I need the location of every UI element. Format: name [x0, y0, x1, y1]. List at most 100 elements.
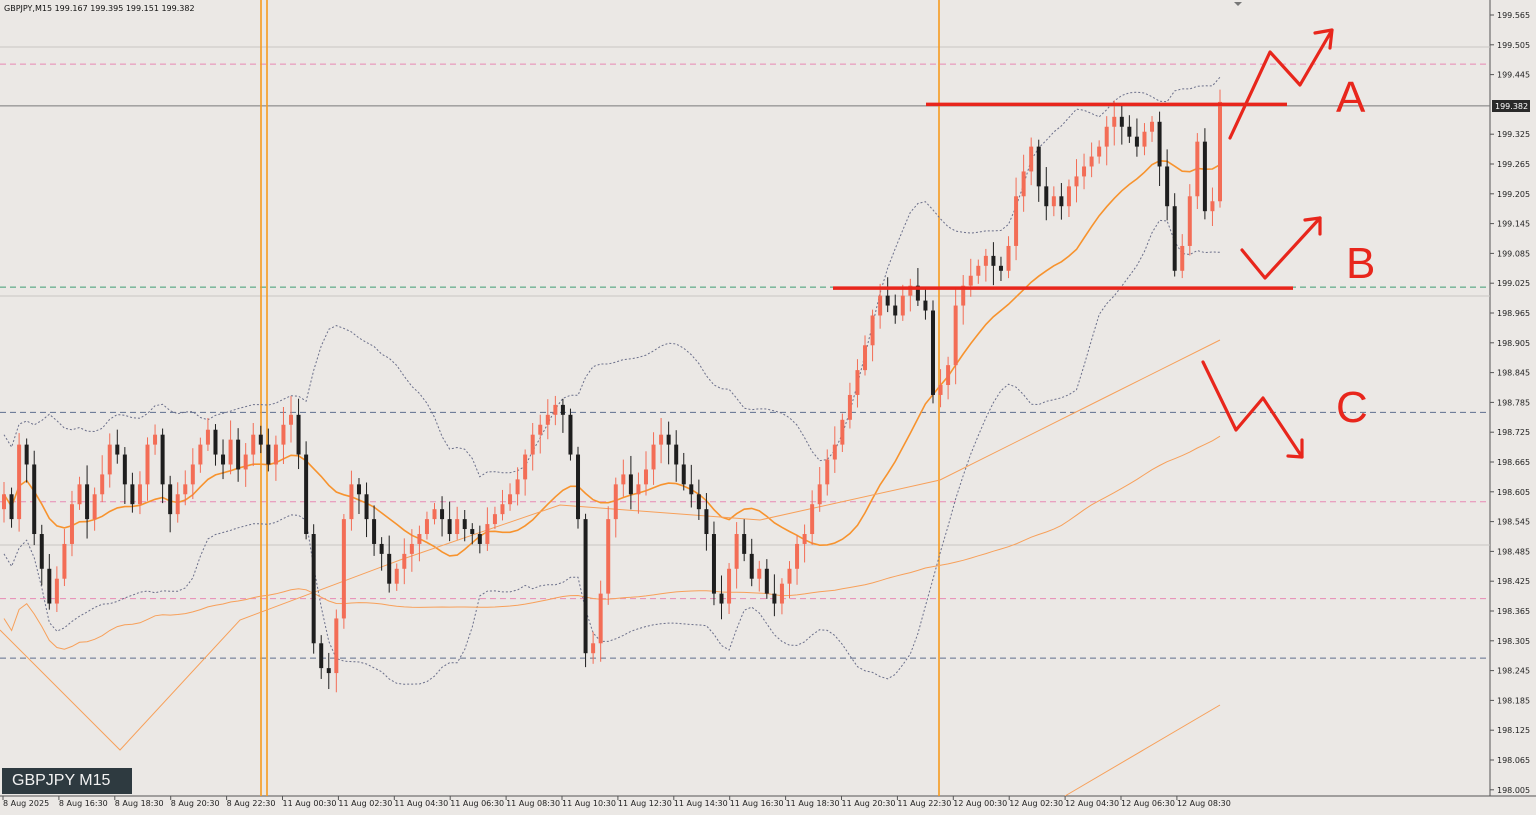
- candle: [583, 513, 588, 668]
- candle-body: [273, 444, 278, 465]
- time-tick-label: 11 Aug 10:30: [562, 799, 616, 808]
- candle: [47, 554, 52, 610]
- candle: [92, 487, 97, 531]
- candle-body: [961, 285, 966, 306]
- candle-body: [976, 265, 981, 276]
- price-tick-label: 198.485: [1497, 547, 1530, 556]
- candle-body: [470, 529, 475, 535]
- candle-body: [356, 484, 361, 495]
- candle-body: [938, 385, 943, 395]
- candle: [749, 538, 754, 587]
- candle: [727, 563, 732, 615]
- candle: [825, 449, 830, 496]
- candle-body: [2, 494, 6, 510]
- candle-body: [69, 504, 74, 544]
- candle: [39, 524, 44, 586]
- current-price-box: [1492, 100, 1530, 112]
- candle-body: [54, 578, 59, 604]
- candle-body: [779, 583, 784, 604]
- candle: [598, 580, 603, 662]
- candle-body: [1044, 186, 1049, 207]
- candle-body: [251, 434, 256, 455]
- candle-body: [1021, 171, 1026, 197]
- candle: [1051, 186, 1056, 217]
- candle-body: [349, 484, 354, 520]
- bollinger-bands: [3, 76, 1221, 685]
- candle-body: [681, 464, 686, 485]
- candle: [908, 278, 913, 312]
- candle-body: [568, 414, 573, 455]
- candle: [1134, 118, 1139, 157]
- candle-body: [115, 444, 120, 455]
- candle: [1014, 177, 1019, 261]
- candle: [379, 537, 384, 571]
- candle-body: [998, 265, 1003, 271]
- candle-body: [447, 519, 452, 535]
- candle: [976, 259, 981, 284]
- price-tick-label: 198.905: [1497, 339, 1530, 348]
- candle-body: [432, 509, 437, 520]
- candle-body: [530, 434, 535, 455]
- candle-body: [100, 474, 105, 495]
- candle: [855, 359, 860, 408]
- candle-body: [591, 643, 596, 654]
- price-tick-label: 199.205: [1497, 190, 1530, 199]
- candle: [704, 493, 709, 551]
- time-tick-label: 11 Aug 14:30: [674, 799, 728, 808]
- candle: [1180, 234, 1185, 279]
- candle-body: [515, 479, 520, 495]
- price-tick-label: 198.425: [1497, 577, 1530, 586]
- candle-body: [1180, 245, 1185, 271]
- candle: [636, 472, 641, 514]
- candle: [1097, 140, 1102, 164]
- candle: [236, 428, 241, 482]
- price-tick-label: 198.125: [1497, 726, 1530, 735]
- candle: [281, 406, 286, 465]
- candle: [930, 300, 935, 404]
- candle-body: [417, 534, 422, 544]
- candle: [523, 449, 528, 496]
- candle: [795, 535, 800, 585]
- candle-body: [266, 444, 271, 465]
- candle-body: [319, 643, 324, 669]
- price-tick-label: 198.065: [1497, 756, 1530, 765]
- candle: [1006, 236, 1011, 279]
- candle-body: [304, 454, 309, 535]
- candle-body: [696, 494, 701, 510]
- candle: [1187, 184, 1192, 256]
- time-tick-label: 11 Aug 22:30: [897, 799, 951, 808]
- candle-body: [1195, 141, 1200, 197]
- arrow-scenario-a: [1228, 28, 1334, 140]
- candle: [772, 574, 777, 617]
- candle: [289, 396, 294, 443]
- price-tick-label: 199.085: [1497, 249, 1530, 258]
- candle: [168, 475, 173, 533]
- candle-body: [643, 469, 648, 485]
- candle: [9, 487, 14, 528]
- candle: [1157, 111, 1162, 187]
- candle-body: [1127, 126, 1132, 137]
- candle: [394, 563, 399, 591]
- candle-body: [1014, 196, 1019, 246]
- candle: [689, 464, 694, 508]
- candle-body: [704, 509, 709, 535]
- candle-body: [1059, 196, 1064, 207]
- candle: [560, 398, 565, 433]
- time-tick-label: 8 Aug 18:30: [115, 799, 164, 808]
- candle-body: [1172, 206, 1177, 271]
- candle: [417, 525, 422, 562]
- candle: [447, 501, 452, 542]
- candle: [251, 423, 256, 467]
- candle: [77, 476, 82, 510]
- candle: [213, 424, 218, 466]
- candle: [802, 524, 807, 563]
- candle: [651, 432, 656, 485]
- symbol-badge: GBPJPY M15: [2, 768, 132, 794]
- chart-shift-icon[interactable]: [1234, 2, 1242, 6]
- candle-body: [394, 568, 399, 584]
- candle-body: [553, 404, 558, 415]
- candle: [621, 459, 626, 497]
- time-tick-label: 8 Aug 20:30: [171, 799, 220, 808]
- candle: [832, 426, 837, 473]
